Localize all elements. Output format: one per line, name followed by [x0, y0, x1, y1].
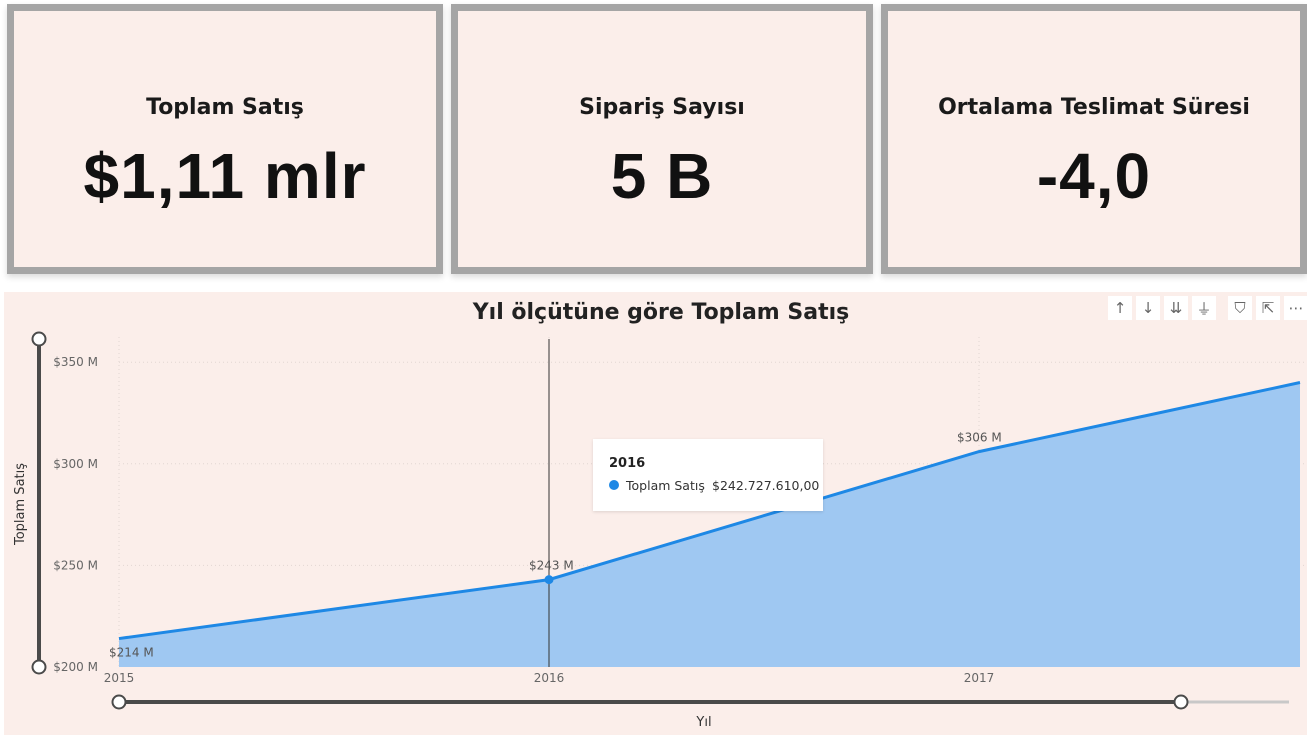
y-tick-label: $250 M	[53, 558, 98, 572]
y-zoom-slider-handle-top[interactable]	[31, 331, 47, 347]
y-zoom-slider-handle-bottom[interactable]	[31, 659, 47, 675]
chart-tooltip: 2016 Toplam Satış $242.727.610,00	[593, 439, 823, 511]
y-tick-label: $200 M	[53, 660, 98, 674]
x-tick-label: 2017	[964, 671, 995, 685]
kpi-card-title: Ortalama Teslimat Süresi	[938, 95, 1250, 120]
tooltip-series-dot	[609, 480, 619, 490]
tooltip-series-name: Toplam Satış	[626, 478, 705, 493]
more-options-icon[interactable]: ⋯	[1284, 296, 1307, 320]
data-label: $306 M	[957, 431, 1002, 445]
x-tick-label: 2015	[104, 671, 135, 685]
y-tick-label: $300 M	[53, 457, 98, 471]
x-tick-label: 2016	[534, 671, 565, 685]
x-zoom-slider-handle-left[interactable]	[111, 694, 127, 710]
kpi-card-value: -4,0	[1036, 140, 1152, 212]
tooltip-series-value: $242.727.610,00	[712, 478, 820, 493]
area-fill	[119, 382, 1300, 667]
kpi-card-value: 5 B	[610, 140, 714, 212]
filter-icon[interactable]: ⛉	[1228, 296, 1252, 320]
x-zoom-slider-handle-right[interactable]	[1173, 694, 1189, 710]
kpi-card-avg-delivery-time[interactable]: Ortalama Teslimat Süresi -4,0	[881, 4, 1307, 274]
data-label: $214 M	[109, 646, 154, 660]
chart-title: Yıl ölçütüne göre Toplam Satış	[472, 300, 850, 325]
y-tick-label: $350 M	[53, 355, 98, 369]
kpi-card-value: $1,11 mlr	[83, 140, 367, 212]
area-chart-svg[interactable]: $200 M $250 M $300 M $350 M $214 M $243 M $306…	[4, 292, 1307, 735]
arrow-down-icon[interactable]: ↓	[1136, 296, 1160, 320]
data-point-marker[interactable]	[544, 575, 554, 585]
kpi-card-title: Toplam Satış	[146, 95, 304, 120]
kpi-card-title: Sipariş Sayısı	[579, 95, 745, 120]
kpi-card-order-count[interactable]: Sipariş Sayısı 5 B	[451, 4, 873, 274]
y-axis-title: Toplam Satış	[13, 463, 28, 546]
arrow-up-icon[interactable]: ↑	[1108, 296, 1132, 320]
focus-mode-icon[interactable]: ⇱	[1256, 296, 1280, 320]
x-axis-title: Yıl	[695, 715, 711, 730]
tooltip-title: 2016	[609, 456, 646, 471]
expand-hierarchy-icon[interactable]: ⏚	[1192, 296, 1216, 320]
double-arrow-down-icon[interactable]: ⇊	[1164, 296, 1188, 320]
series-line	[118, 381, 1301, 641]
area-chart-visual[interactable]: $200 M $250 M $300 M $350 M $214 M $243 M $306…	[4, 292, 1307, 735]
kpi-card-total-sales[interactable]: Toplam Satış $1,11 mlr	[7, 4, 443, 274]
data-label: $243 M	[529, 559, 574, 573]
